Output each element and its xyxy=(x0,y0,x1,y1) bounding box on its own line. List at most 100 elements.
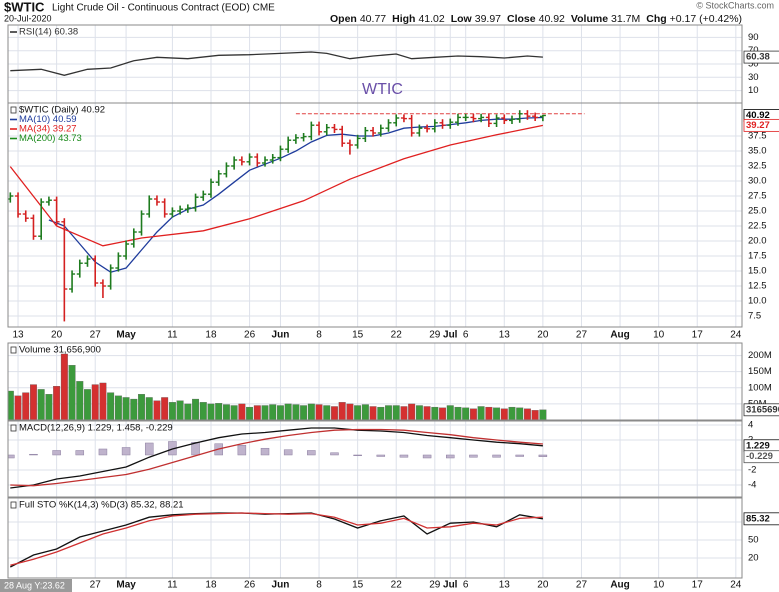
legend-label: MA(34) 39.27 xyxy=(19,124,77,135)
histogram-bar xyxy=(538,454,548,457)
quote-value: 31.7M xyxy=(611,13,640,25)
histogram-bar xyxy=(422,454,432,459)
histogram-bar xyxy=(29,453,38,456)
x-tick-label: 22 xyxy=(391,580,403,591)
instrument-name: Light Crude Oil - Continuous Contract (E… xyxy=(52,3,275,14)
x-tick-label: May xyxy=(116,580,136,591)
y-tick-label: 35.0 xyxy=(748,146,767,157)
legend-label: MA(10) 40.59 xyxy=(19,114,77,125)
y-tick-label: 15.0 xyxy=(748,266,767,277)
value-box xyxy=(743,118,779,132)
symbol: $WTIC xyxy=(4,0,45,14)
x-tick-label: 29 xyxy=(429,580,441,591)
legend-icon xyxy=(10,106,17,114)
volume-bar xyxy=(161,397,169,420)
y-tick-label: 22.5 xyxy=(748,221,767,232)
x-tick-label: Aug xyxy=(610,330,629,341)
x-tick-label: 10 xyxy=(653,580,665,591)
y-tick-label: 32.5 xyxy=(748,161,767,172)
histogram-bar xyxy=(353,454,362,456)
y-tick-label: 37.5 xyxy=(748,131,767,142)
quote-label: Volume xyxy=(571,13,608,25)
value-box-label: 60.38 xyxy=(746,52,770,63)
volume-bar xyxy=(346,403,354,420)
volume-bar xyxy=(284,403,292,420)
footer-box xyxy=(0,579,72,592)
volume-bar xyxy=(331,406,338,420)
x-tick-label: Jun xyxy=(272,330,290,341)
x-tick-label: 27 xyxy=(576,580,588,591)
x-tick-label: Jun xyxy=(272,580,290,591)
histogram-bar xyxy=(52,450,61,456)
value-box-label: 39.27 xyxy=(746,120,770,131)
panel-frame xyxy=(7,420,743,498)
histogram-bar xyxy=(446,454,455,459)
value-box xyxy=(743,512,779,526)
volume-bar xyxy=(431,406,439,420)
x-tick-label: 20 xyxy=(51,330,63,341)
y-tick-label: 10 xyxy=(748,85,759,96)
volume-bar xyxy=(22,392,30,420)
volume-bar xyxy=(477,406,485,420)
x-tick-label: 29 xyxy=(429,330,441,341)
volume-bar xyxy=(238,403,246,420)
panel-frame xyxy=(7,342,743,421)
y-tick-label: 20 xyxy=(748,553,759,564)
panel-frame xyxy=(7,497,743,579)
copyright: © StockCharts.com xyxy=(696,0,774,10)
x-tick-label: 8 xyxy=(316,580,322,591)
y-tick-label: 12.5 xyxy=(748,281,767,292)
panel-title: $WTIC (Daily) 40.92 xyxy=(19,105,105,116)
volume-bar xyxy=(469,408,477,420)
volume-bar xyxy=(53,386,61,420)
x-tick-label: 17 xyxy=(692,580,704,591)
volume-bar xyxy=(230,405,238,420)
volume-bar xyxy=(300,405,308,420)
x-tick-label: 22 xyxy=(391,330,403,341)
histogram-bar xyxy=(260,447,270,456)
quote-value: 40.77 xyxy=(360,13,386,25)
panel-title: Volume 31,656,900 xyxy=(19,345,101,356)
x-tick-label: Aug xyxy=(610,580,629,591)
volume-bar xyxy=(114,395,122,420)
quote-line: Open 40.77 High 41.02 Low 39.97 Close 40.92 Volu… xyxy=(330,13,742,25)
volume-bar xyxy=(307,403,315,420)
volume-bar xyxy=(500,408,508,420)
y-tick-label: 30.0 xyxy=(748,176,767,187)
volume-bar xyxy=(439,407,446,420)
histogram-bar xyxy=(307,450,316,456)
volume-bar xyxy=(215,403,223,420)
volume-bar xyxy=(153,400,161,420)
x-tick-label: Jul xyxy=(443,580,458,591)
volume-bar xyxy=(415,405,423,420)
volume-bar xyxy=(30,384,37,420)
x-tick-label: 27 xyxy=(90,580,102,591)
panel-plot xyxy=(10,512,544,568)
series-line xyxy=(48,116,543,273)
panel-plot xyxy=(8,427,548,489)
series-line xyxy=(10,427,543,489)
histogram-bar xyxy=(330,452,339,456)
volume-bar xyxy=(531,410,539,420)
y-tick-label: 50 xyxy=(748,535,759,546)
series-line xyxy=(10,51,543,76)
series-line xyxy=(10,428,543,487)
volume-bar xyxy=(315,404,323,420)
volume-bar xyxy=(68,365,76,420)
histogram-bar xyxy=(515,454,524,457)
y-tick-label: 27.5 xyxy=(748,191,767,202)
quote-value: 39.97 xyxy=(475,13,501,25)
x-tick-label: 6 xyxy=(463,580,469,591)
y-tick-label: 50 xyxy=(748,59,759,70)
legend-label: RSI(14) 60.38 xyxy=(19,27,78,38)
volume-bar xyxy=(539,409,547,420)
histogram-bar xyxy=(376,454,386,457)
volume-bar xyxy=(261,405,269,420)
x-tick-label: 20 xyxy=(537,580,549,591)
quote-value: 40.92 xyxy=(539,13,565,25)
histogram-bar xyxy=(144,442,154,456)
volume-bar xyxy=(377,406,385,420)
volume-bar xyxy=(423,406,431,420)
value-box-label: 31656900 xyxy=(746,404,779,415)
value-box xyxy=(743,403,779,417)
